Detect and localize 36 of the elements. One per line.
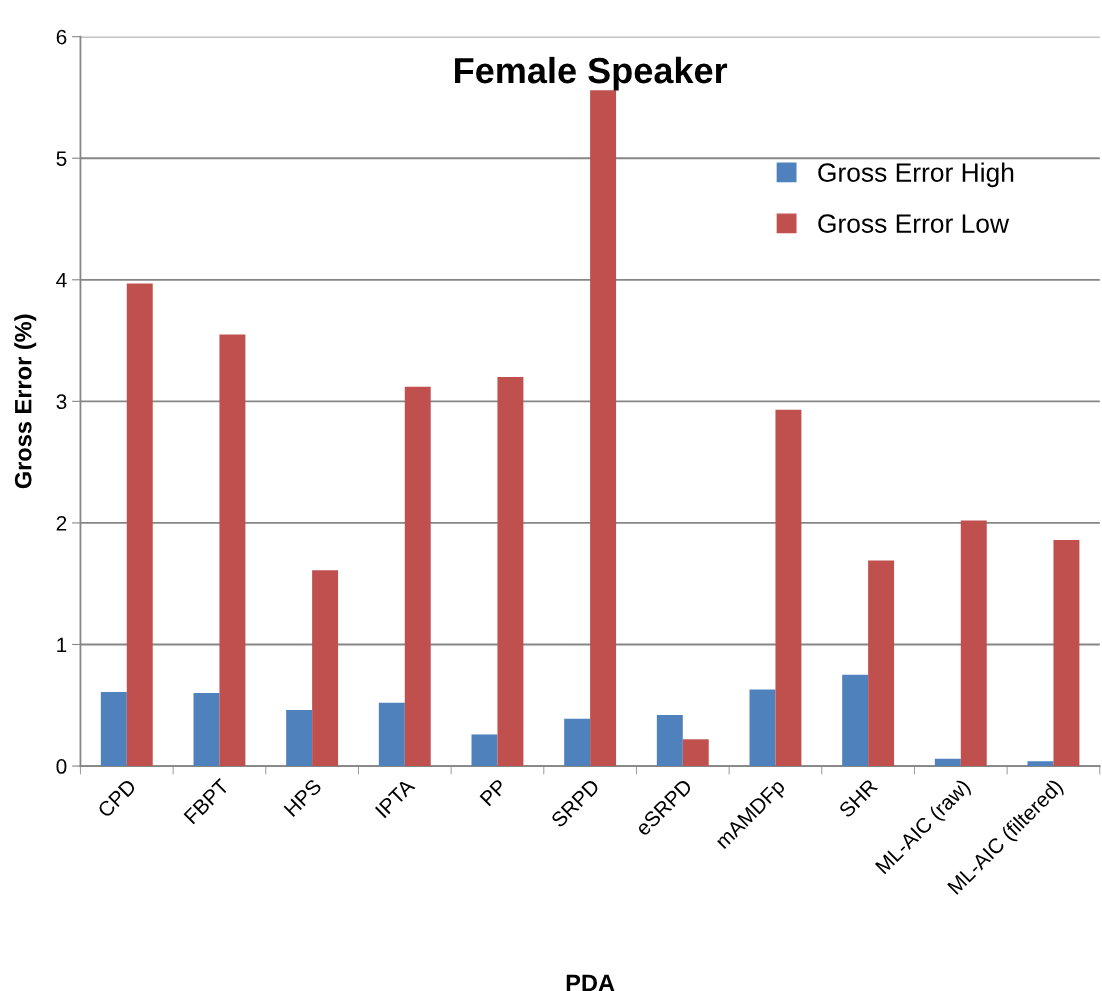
y-tick-label: 5 (56, 151, 67, 166)
bar (471, 734, 498, 767)
y-tick-label: 4 (56, 273, 67, 288)
bar (100, 691, 127, 767)
bar (656, 714, 683, 767)
y-tick-label: 1 (57, 637, 67, 653)
bar (868, 560, 895, 767)
bar (590, 90, 617, 767)
x-axis-title: PDA (566, 974, 615, 991)
bar (286, 710, 313, 767)
bar (682, 739, 709, 767)
bar (1027, 761, 1054, 767)
bar (934, 758, 961, 767)
bar (193, 693, 220, 767)
bar (378, 702, 405, 767)
y-tick-label: 6 (56, 29, 67, 45)
legend-label: Gross Error High (818, 162, 1014, 188)
bar (497, 377, 524, 767)
y-tick-label: 3 (56, 394, 67, 410)
y-tick-label: 2 (56, 515, 67, 531)
bar (842, 674, 869, 767)
y-tick-label: 0 (56, 759, 67, 774)
bar (404, 386, 431, 767)
bar (219, 334, 246, 767)
text: Female Speaker (455, 56, 728, 91)
bar (1053, 539, 1080, 767)
legend-label: Gross Error Low (818, 214, 1010, 233)
bar (564, 718, 591, 767)
bar (960, 520, 987, 767)
y-axis-title: Gross Error (%) (14, 314, 37, 489)
bar (775, 409, 802, 767)
x-tick-label: PP (479, 778, 508, 807)
bar (749, 689, 776, 767)
bar (126, 283, 153, 767)
x-tick-label: CPD (96, 778, 137, 819)
bar (312, 570, 339, 767)
